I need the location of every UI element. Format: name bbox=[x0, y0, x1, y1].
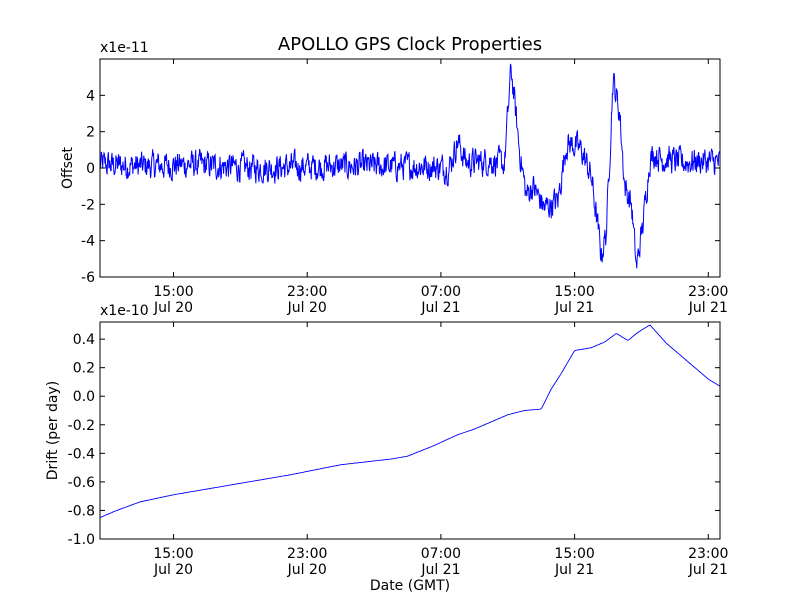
y-offset-label: x1e-11 bbox=[100, 40, 149, 56]
y-tick-label: 0 bbox=[86, 161, 95, 177]
y-tick-label: -6 bbox=[81, 270, 95, 286]
chart-title: APOLLO GPS Clock Properties bbox=[278, 34, 542, 55]
series-line-1 bbox=[100, 324, 720, 519]
x-tick-label: 15:00 Jul 21 bbox=[554, 546, 595, 578]
y-tick-label: -4 bbox=[81, 234, 95, 250]
y-tick-label: -0.4 bbox=[68, 446, 95, 462]
drift-panel: -1.0 -0.8 -0.6 -0.4 -0.2 0.0 0.2 0.4 15:00 Jul 20… bbox=[45, 303, 728, 578]
y-tick-label: -2 bbox=[81, 197, 95, 213]
x-tick-label: 23:00 Jul 20 bbox=[287, 284, 328, 316]
y-offset-label: x1e-10 bbox=[100, 303, 149, 319]
y-tick-label: -0.6 bbox=[68, 475, 95, 491]
series-line-0 bbox=[100, 63, 720, 269]
y-tick-label: -0.8 bbox=[68, 503, 95, 519]
offset-panel: -6 -4 -2 0 2 4 15:00 Jul 20 23:00 Jul 20 07:00 Jul … bbox=[60, 40, 728, 316]
x-tick-label: 07:00 Jul 21 bbox=[420, 546, 461, 578]
x-tick-label: 23:00 Jul 20 bbox=[287, 546, 328, 578]
y-axis-label: Drift (per day) bbox=[45, 381, 61, 480]
x-tick-label: 23:00 Jul 21 bbox=[688, 546, 729, 578]
y-axis-label: Offset bbox=[60, 146, 76, 189]
y-tick-label: 0.4 bbox=[73, 332, 95, 348]
x-tick-label: 15:00 Jul 21 bbox=[554, 284, 595, 316]
x-axis-label: Date (GMT) bbox=[370, 578, 450, 594]
x-tick-label: 15:00 Jul 20 bbox=[153, 546, 194, 578]
x-tick-label: 23:00 Jul 21 bbox=[688, 284, 729, 316]
plot-frame bbox=[99, 321, 721, 540]
x-tick-label: 15:00 Jul 20 bbox=[153, 284, 194, 316]
y-tick-label: 4 bbox=[86, 88, 95, 104]
y-tick-label: -0.2 bbox=[68, 418, 95, 434]
y-tick-label: -1.0 bbox=[68, 532, 95, 548]
y-tick-label: 0.2 bbox=[73, 361, 95, 377]
x-tick-label: 07:00 Jul 21 bbox=[420, 284, 461, 316]
y-tick-label: 0.0 bbox=[73, 389, 95, 405]
y-tick-label: 2 bbox=[86, 125, 95, 141]
